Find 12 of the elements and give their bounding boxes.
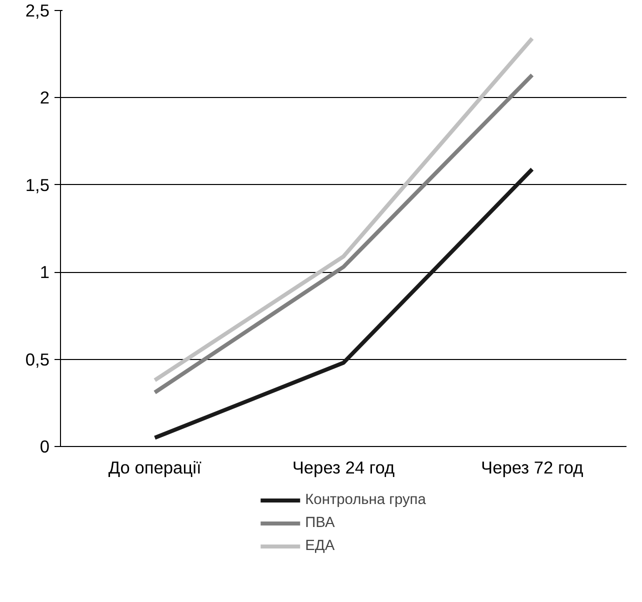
legend-label: Контрольна група bbox=[305, 492, 426, 508]
y-tick-label: 2 bbox=[40, 88, 50, 108]
x-tick-label: Через 24 год bbox=[292, 458, 395, 478]
x-tick-label: Через 72 год bbox=[481, 458, 584, 478]
y-tick-label: 2,5 bbox=[25, 0, 50, 20]
legend-label: ПВА bbox=[305, 515, 335, 531]
y-tick-label: 0 bbox=[40, 436, 50, 456]
legend-label: ЕДА bbox=[305, 538, 335, 554]
y-tick-label: 1 bbox=[40, 262, 50, 282]
y-tick-label: 1,5 bbox=[25, 174, 50, 195]
x-tick-label: До операції bbox=[108, 458, 202, 478]
y-tick-label: 0,5 bbox=[25, 349, 50, 370]
